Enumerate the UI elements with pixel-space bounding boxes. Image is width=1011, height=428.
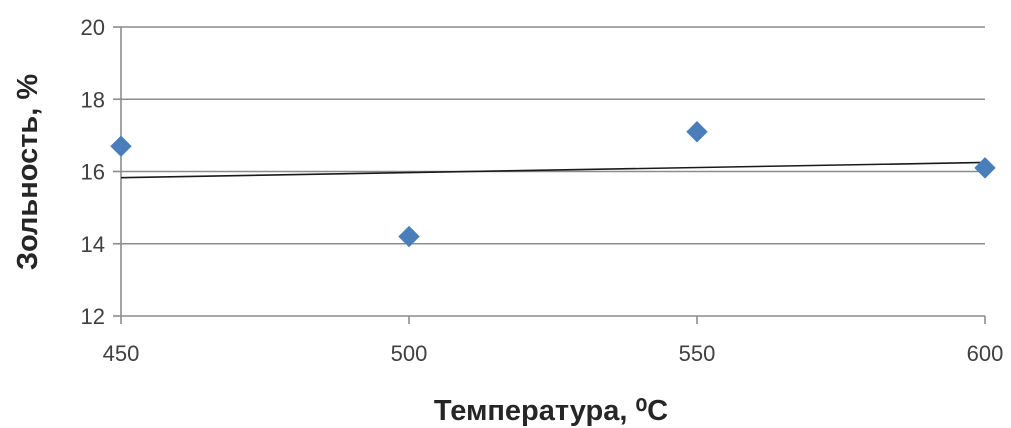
data-point-marker xyxy=(974,157,996,179)
y-tick-label: 14 xyxy=(81,232,105,257)
x-tick-label: 600 xyxy=(967,341,1004,366)
y-tick-label: 16 xyxy=(81,160,105,185)
tick-labels: 12 14 16 18 20 450 500 550 600 xyxy=(81,15,1004,366)
y-tick-label: 18 xyxy=(81,87,105,112)
trendline xyxy=(120,161,986,179)
x-tick-label: 500 xyxy=(391,341,428,366)
y-axis-title: Зольность, % xyxy=(12,74,44,271)
trendline-layer xyxy=(120,161,986,179)
axes xyxy=(113,26,986,324)
data-point-marker xyxy=(686,121,708,143)
y-tick-label: 20 xyxy=(81,15,105,40)
x-tick-label: 450 xyxy=(103,341,140,366)
y-tick-label: 12 xyxy=(81,304,105,329)
gridlines xyxy=(121,26,985,245)
x-tick-label: 550 xyxy=(679,341,716,366)
data-point-marker xyxy=(110,135,132,157)
x-axis-title: Температура, ⁰С xyxy=(434,395,668,427)
data-points xyxy=(110,121,996,248)
data-point-marker xyxy=(398,225,420,248)
